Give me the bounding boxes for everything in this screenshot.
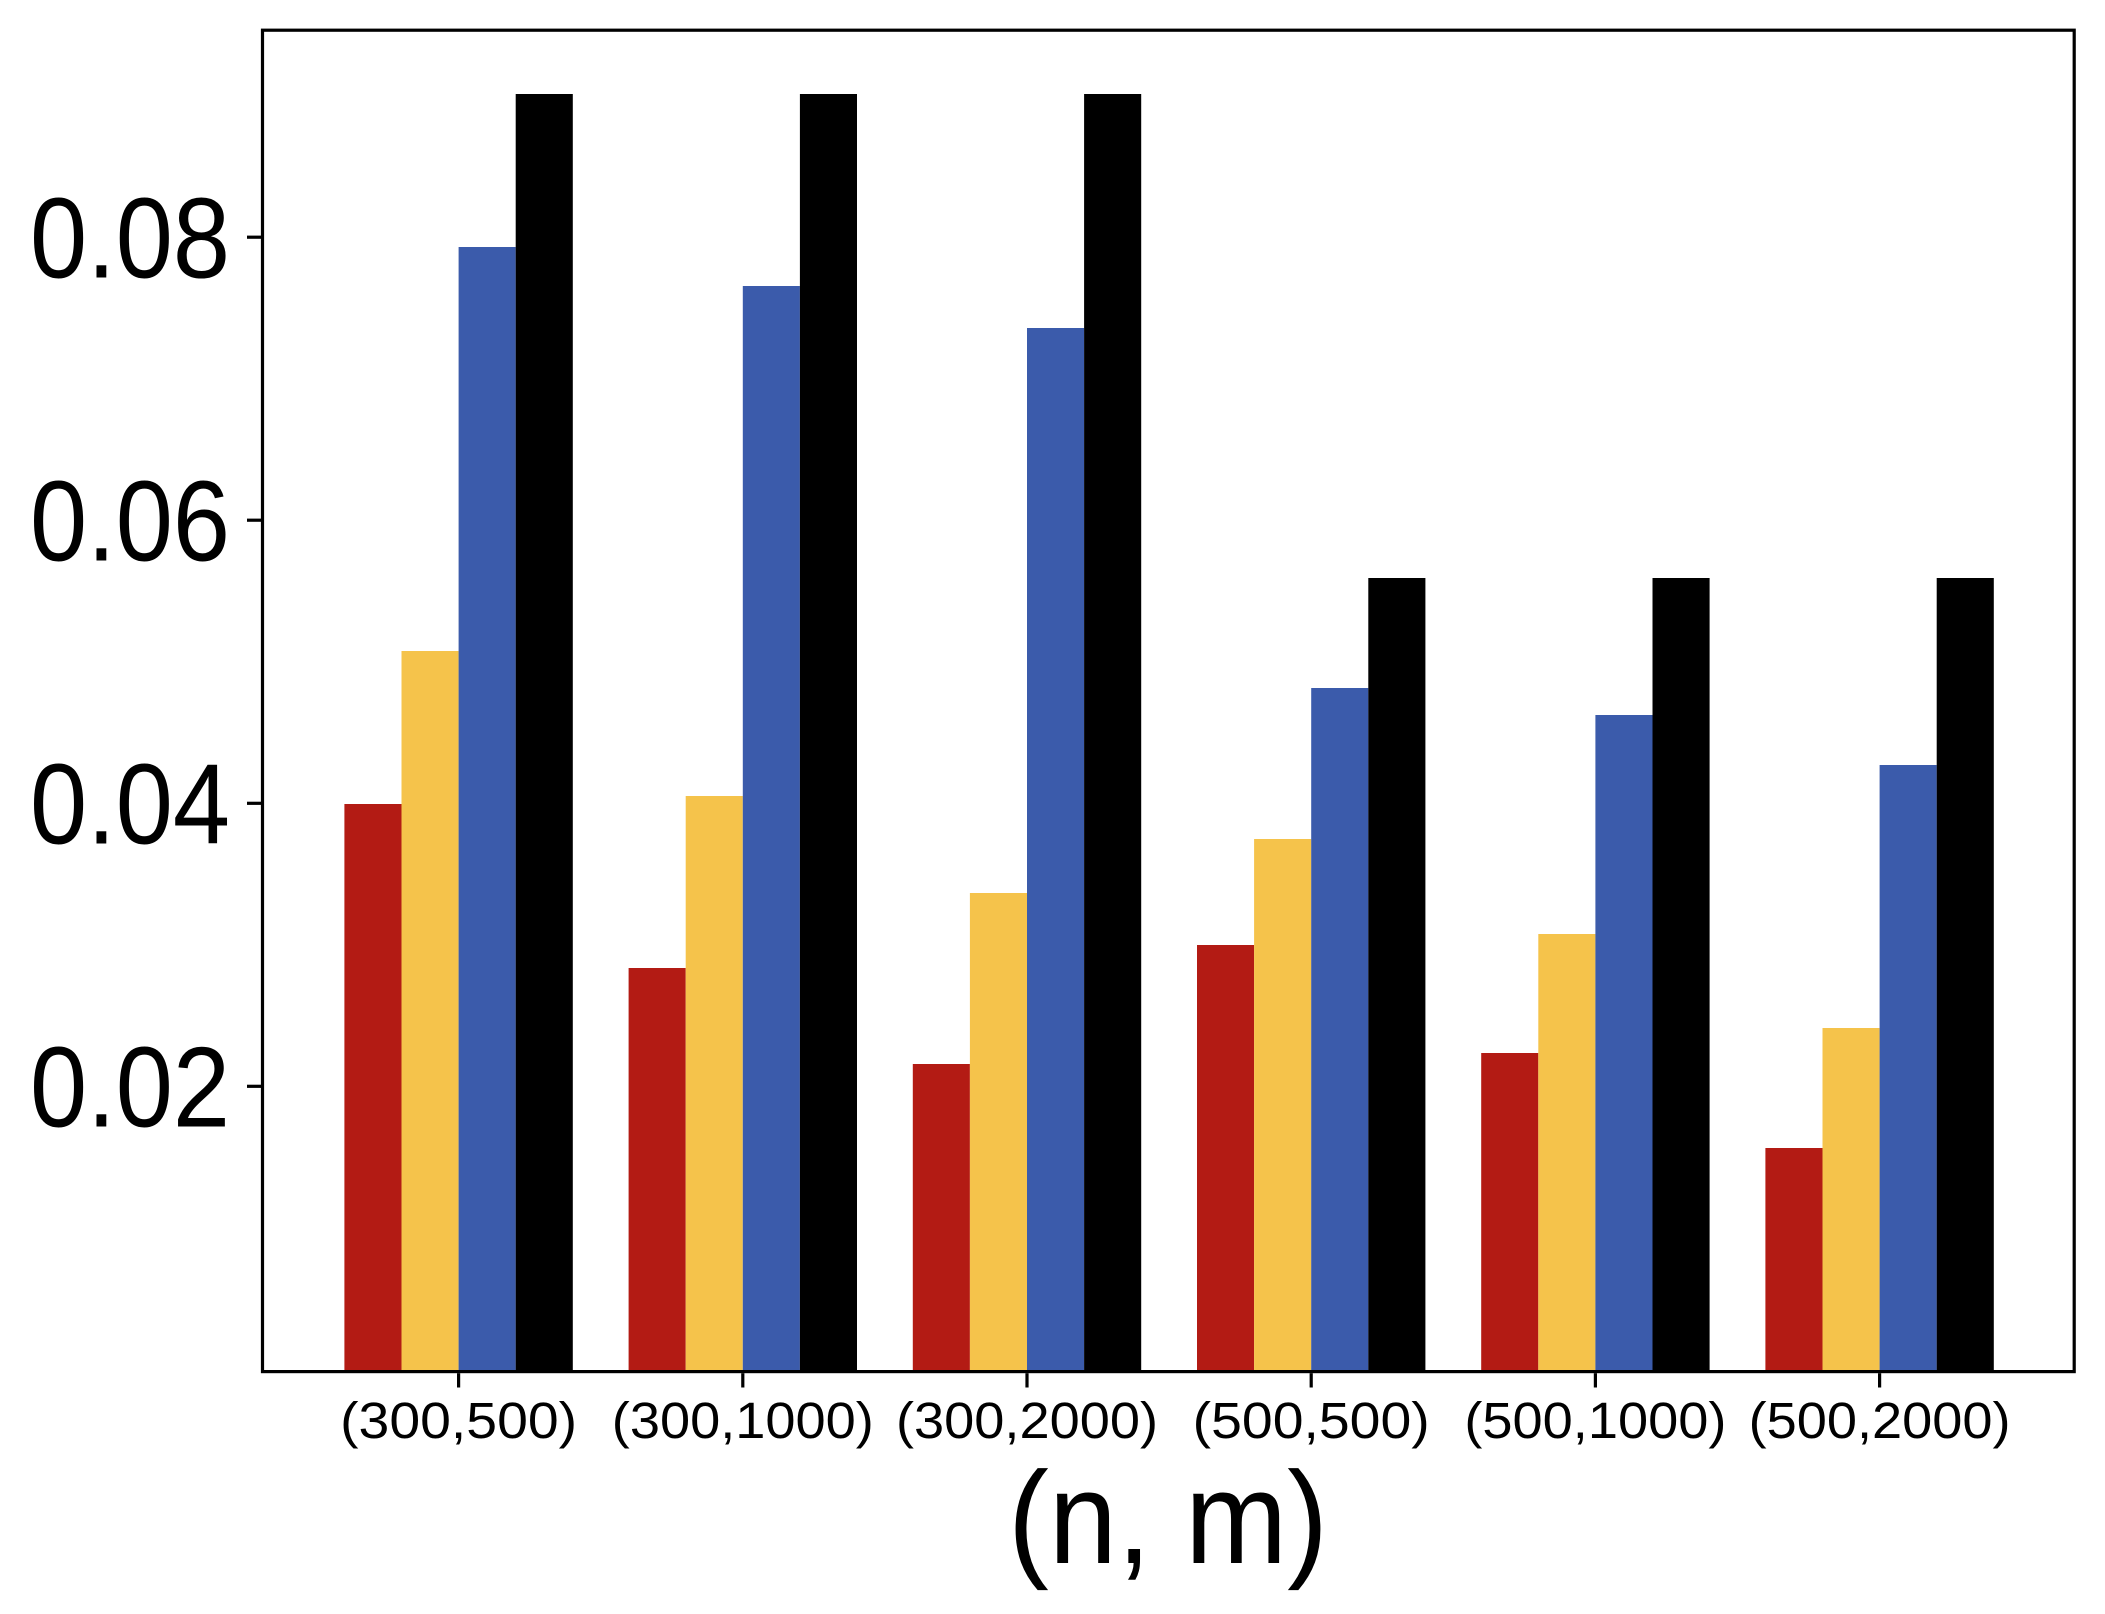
svg-text:(500,1000): (500,1000) [1464,1392,1726,1449]
svg-text:(300,500): (300,500) [340,1392,577,1449]
svg-text:0.02: 0.02 [30,1025,230,1152]
svg-text:(500,500): (500,500) [1193,1392,1430,1449]
svg-text:0.08: 0.08 [30,176,230,303]
svg-text:0.04: 0.04 [30,742,230,869]
svg-text:(300,1000): (300,1000) [612,1392,874,1449]
svg-text:(500,2000): (500,2000) [1749,1392,2011,1449]
svg-text:(n, m): (n, m) [1008,1444,1328,1591]
svg-text:(300,2000): (300,2000) [896,1392,1158,1449]
svg-text:0.06: 0.06 [30,459,230,586]
